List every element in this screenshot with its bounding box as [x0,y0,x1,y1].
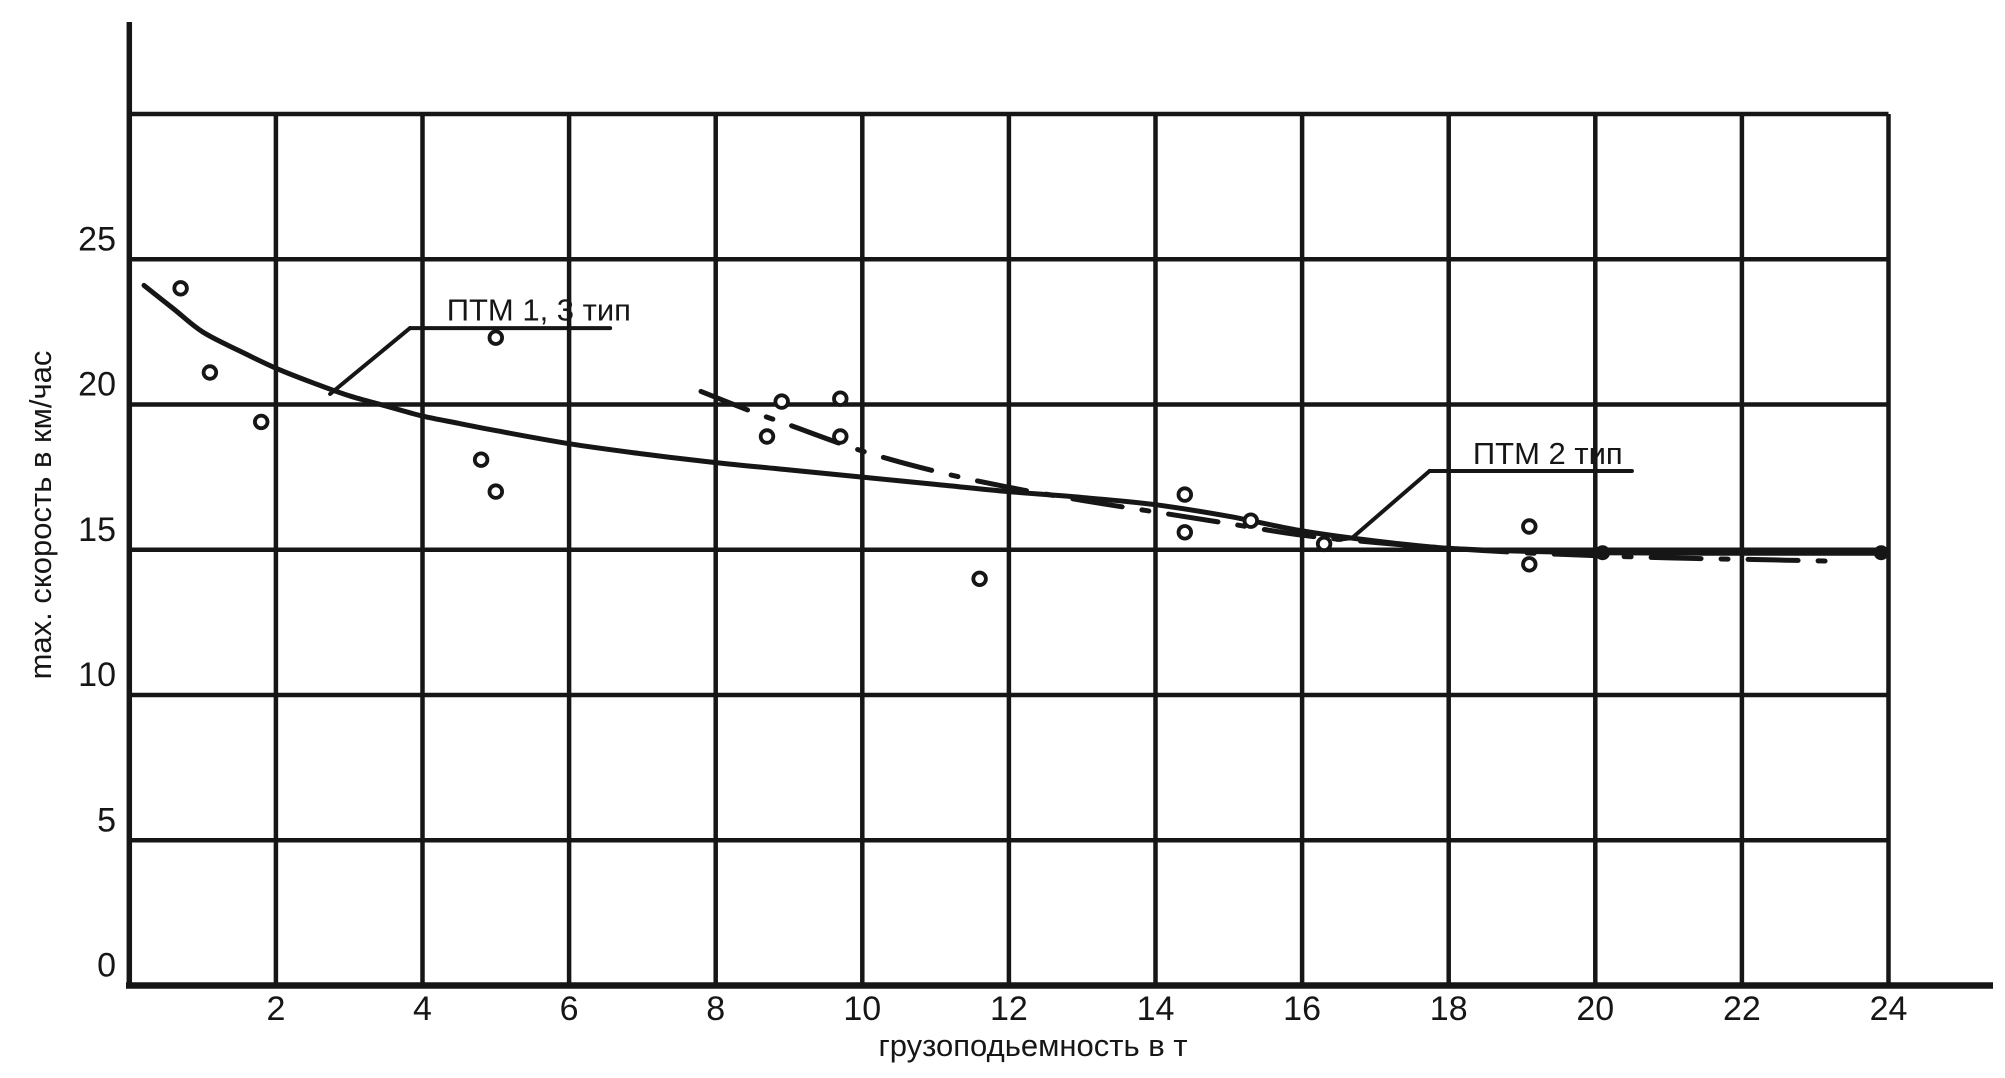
data-point [201,364,219,381]
data-point [832,390,849,407]
ptm-1-3-leader-line [328,326,412,396]
ptm-2-curve [698,388,1847,564]
x-tick-label-4: 4 [413,990,432,1028]
x-axis-title: грузоподьемность в т [878,1028,1187,1063]
ptm-2-leader-line [1335,469,1432,542]
y-axis-title: max. скорость в км/час [23,351,58,680]
ptm-2-label: ПТМ 2 тип [1473,436,1623,471]
x-tick-label-10: 10 [843,990,881,1028]
x-tick-label-20: 20 [1576,990,1614,1028]
y-tick-label-25: 25 [78,220,116,258]
x-tick-label-2: 2 [266,990,285,1028]
data-point [1315,535,1333,553]
data-point [472,451,490,468]
y-tick-label-10: 10 [78,656,116,694]
data-point [971,570,988,588]
x-tick-label-14: 14 [1137,990,1175,1028]
x-tick-label-12: 12 [990,990,1028,1028]
y-tick-label-20: 20 [78,366,116,404]
y-tick-label-5: 5 [97,801,116,839]
x-tick-label-8: 8 [706,990,725,1028]
data-point [1176,524,1194,541]
x-tick-label-24: 24 [1870,990,1908,1028]
data-point [832,428,849,445]
x-tick-label-18: 18 [1430,990,1468,1028]
data-point [1242,512,1260,529]
data-point [1521,518,1538,535]
data-point-filled [1873,545,1889,561]
ptm-1-3-label: ПТМ 1, 3 тип [447,292,631,327]
data-point [758,428,776,445]
data-point [172,280,189,297]
y-tick-label-0: 0 [97,947,116,985]
data-point [1176,486,1194,503]
y-tick-label-15: 15 [78,511,116,549]
data-point [773,393,790,410]
data-point [487,483,505,500]
data-point [253,413,270,431]
x-tick-label-6: 6 [560,990,579,1028]
x-tick-label-22: 22 [1723,990,1761,1028]
data-point-filled [1595,545,1611,561]
x-tick-label-16: 16 [1283,990,1321,1028]
data-point [1521,556,1538,573]
data-point [487,329,505,346]
